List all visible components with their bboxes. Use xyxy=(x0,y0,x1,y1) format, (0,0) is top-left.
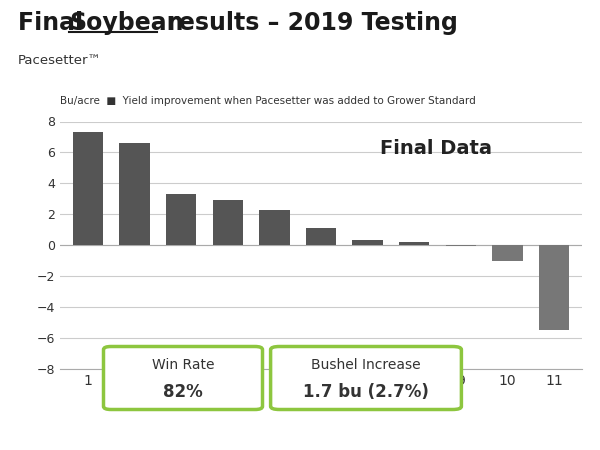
Bar xyxy=(259,210,290,245)
Text: Bushel Increase: Bushel Increase xyxy=(311,358,421,373)
Bar xyxy=(492,245,523,261)
Text: Soybean: Soybean xyxy=(69,11,184,35)
FancyBboxPatch shape xyxy=(104,346,263,410)
Text: Final: Final xyxy=(18,11,91,35)
Text: 82%: 82% xyxy=(163,383,203,401)
Text: Win Rate: Win Rate xyxy=(152,358,214,373)
Bar xyxy=(352,240,383,245)
Bar xyxy=(119,143,150,245)
Bar xyxy=(212,200,243,245)
Text: results – 2019 Testing: results – 2019 Testing xyxy=(159,11,458,35)
Text: 1.7 bu (2.7%): 1.7 bu (2.7%) xyxy=(303,383,429,401)
Text: Bu/acre  ■  Yield improvement when Pacesetter was added to Grower Standard: Bu/acre ■ Yield improvement when Paceset… xyxy=(60,96,476,106)
FancyBboxPatch shape xyxy=(271,346,461,410)
Text: Pacesetter™: Pacesetter™ xyxy=(18,54,102,67)
Bar xyxy=(399,242,430,245)
Bar xyxy=(306,228,336,245)
Bar xyxy=(539,245,569,330)
Bar xyxy=(166,194,196,245)
Text: 27: 27 xyxy=(24,423,41,436)
Text: © 2020 Marrone Bio Innovations: © 2020 Marrone Bio Innovations xyxy=(209,425,391,435)
Text: Final Data: Final Data xyxy=(380,139,492,158)
Bar xyxy=(446,245,476,246)
Bar xyxy=(73,132,103,245)
